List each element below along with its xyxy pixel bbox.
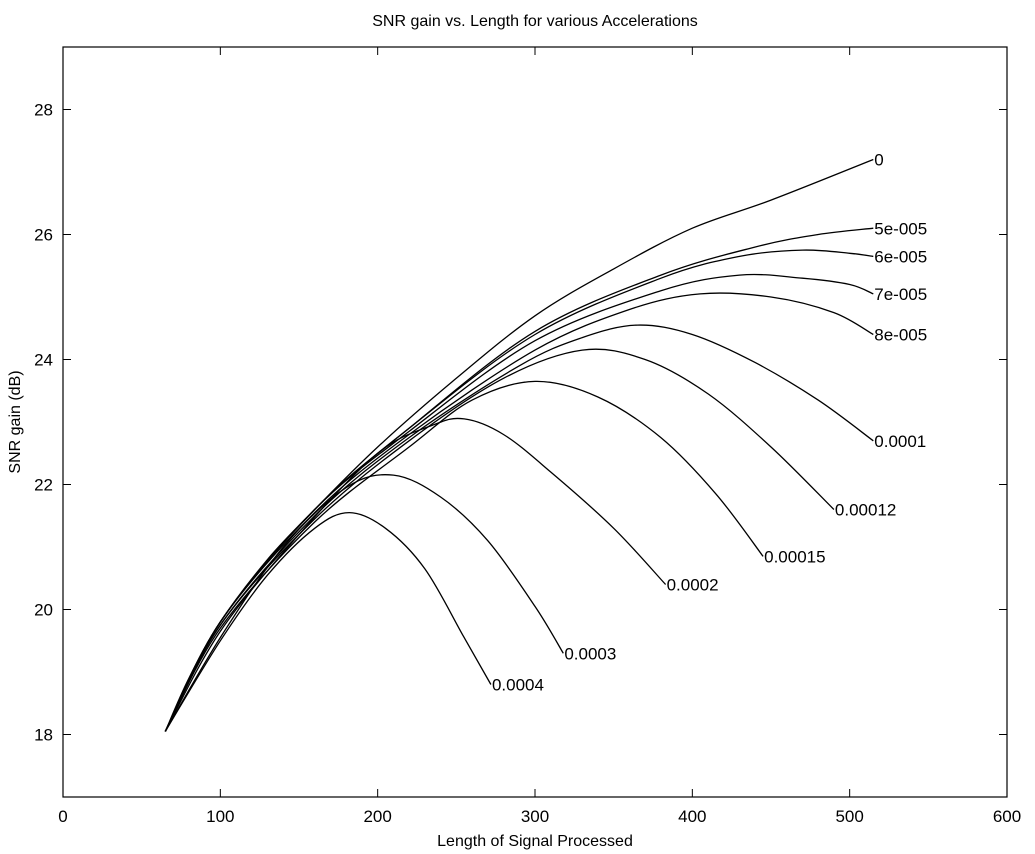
chart-title: SNR gain vs. Length for various Accelera… — [372, 13, 698, 30]
series-line — [164, 324, 874, 732]
y-tick-label: 26 — [34, 226, 53, 245]
x-tick-label: 200 — [363, 807, 391, 826]
x-tick-label: 600 — [993, 807, 1021, 826]
series-lines — [164, 158, 874, 732]
series-end-label: 0.0004 — [492, 676, 544, 695]
series-end-label: 0 — [874, 151, 883, 170]
series-end-label: 0.0002 — [667, 576, 719, 595]
axis-ticks: 0 100 200 300 400 500 600 18 20 22 24 26 28 — [34, 47, 1021, 826]
series-end-label: 8e-005 — [874, 326, 927, 345]
series-end-label: 7e-005 — [874, 285, 927, 304]
series-end-label: 6e-005 — [874, 247, 927, 266]
series-line — [164, 273, 874, 732]
x-tick-label: 0 — [58, 807, 67, 826]
x-tick-label: 100 — [206, 807, 234, 826]
x-axis-label: Length of Signal Processed — [437, 833, 633, 850]
series-line — [164, 417, 667, 732]
x-tick-label: 500 — [835, 807, 863, 826]
series-line — [164, 474, 564, 732]
series-line — [164, 511, 492, 732]
series-end-label: 0.0003 — [564, 644, 616, 663]
series-labels: 0 5e-005 6e-005 7e-005 8e-005 0.0001 0.00012 0.… — [492, 151, 927, 695]
y-tick-label: 24 — [34, 351, 53, 370]
x-tick-label: 400 — [678, 807, 706, 826]
series-line — [164, 380, 764, 732]
x-tick-label: 300 — [521, 807, 549, 826]
y-tick-label: 20 — [34, 601, 53, 620]
series-line — [164, 348, 835, 732]
series-end-label: 0.0001 — [874, 432, 926, 451]
series-line — [164, 249, 874, 732]
series-line — [164, 227, 874, 732]
y-tick-label: 28 — [34, 101, 53, 120]
series-line — [164, 292, 874, 732]
y-axis-label: SNR gain (dB) — [7, 370, 24, 473]
y-tick-label: 22 — [34, 476, 53, 495]
series-end-label: 5e-005 — [874, 219, 927, 238]
series-end-label: 0.00012 — [835, 501, 896, 520]
series-end-label: 0.00015 — [764, 547, 825, 566]
y-tick-label: 18 — [34, 726, 53, 745]
